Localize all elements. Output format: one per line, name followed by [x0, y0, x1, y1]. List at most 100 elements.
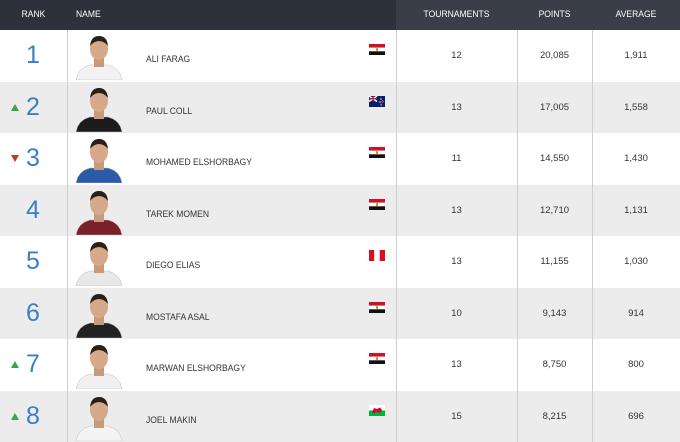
flag-band — [369, 250, 375, 261]
column-divider — [592, 339, 593, 391]
trend-arrow — [11, 361, 19, 368]
column-divider — [396, 184, 397, 236]
flag-star — [380, 103, 383, 106]
column-divider — [517, 390, 518, 442]
photo-neck — [94, 315, 104, 325]
player-photo — [75, 293, 123, 338]
column-header: POINTS — [538, 9, 571, 20]
column-divider — [396, 236, 397, 288]
column-divider — [517, 184, 518, 236]
flag-band — [369, 147, 385, 151]
trend-triangle — [11, 412, 19, 420]
tournaments-count: 15 — [451, 410, 462, 422]
photo-shoulders — [75, 322, 123, 338]
photo-hair — [90, 396, 108, 407]
column-divider — [592, 30, 593, 82]
ranking-row: 1 ALI FARAG 12 20,085 1,911 — [0, 30, 680, 82]
photo-head — [90, 244, 108, 266]
rank-number: 5 — [26, 247, 40, 275]
flag-band — [369, 301, 385, 306]
column-divider — [67, 339, 68, 391]
column-divider — [396, 133, 397, 185]
flag-union — [369, 95, 377, 101]
flag-emblem — [376, 357, 378, 360]
trend-arrow — [11, 103, 19, 111]
column-header: AVERAGE — [615, 9, 657, 20]
flag — [369, 147, 385, 158]
player-name: TAREK MOMEN — [146, 208, 210, 220]
ranking-points: 9,143 — [542, 307, 567, 319]
player-name: MOSTAFA ASAL — [146, 311, 210, 323]
flag-band — [369, 308, 385, 313]
flag-band — [369, 353, 385, 357]
flag — [369, 250, 385, 261]
tournaments-count: 10 — [451, 307, 462, 319]
flag — [369, 404, 385, 416]
flag-emblem — [376, 151, 378, 154]
column-divider — [67, 133, 68, 185]
flag-star — [380, 97, 382, 100]
points-average: 914 — [628, 307, 644, 319]
photo-head — [90, 398, 108, 421]
photo-shoulders — [75, 116, 123, 132]
column-divider — [67, 236, 68, 288]
photo-neck — [94, 418, 104, 428]
flag — [369, 44, 385, 55]
flag-band — [369, 198, 385, 203]
flag — [369, 353, 385, 364]
tournaments-count: 13 — [451, 101, 462, 113]
column-divider — [396, 287, 397, 339]
player-photo — [75, 345, 123, 389]
column-divider — [67, 390, 68, 442]
column-divider — [517, 81, 518, 133]
player-name: JOEL MAKIN — [146, 414, 197, 426]
photo-hair — [90, 293, 108, 304]
ranking-row: 4 TAREK MOMEN 13 12,710 1,131 — [0, 184, 680, 236]
player-photo — [75, 396, 123, 441]
photo-hair — [90, 87, 108, 98]
column-divider — [517, 30, 518, 82]
ranking-row: 6 MOSTAFA ASAL 10 9,143 914 — [0, 287, 680, 339]
column-divider — [517, 287, 518, 339]
rank-number: 4 — [26, 195, 40, 224]
ranking-points: 11,155 — [540, 256, 569, 267]
flag-emblem — [376, 48, 378, 51]
photo-head — [90, 89, 108, 112]
ranking-points: 8,750 — [542, 359, 567, 370]
rank-number: 2 — [26, 92, 40, 121]
column-header: NAME — [76, 9, 101, 20]
photo-head — [90, 295, 108, 318]
photo-shoulders — [75, 270, 123, 286]
flag-band — [369, 154, 385, 158]
photo-hair — [90, 139, 108, 149]
flag-emblem — [376, 202, 378, 206]
flag-star — [381, 100, 384, 102]
column-divider — [396, 30, 397, 82]
photo-shoulders — [75, 219, 123, 235]
column-divider — [592, 133, 593, 185]
column-divider — [592, 184, 593, 236]
player-name: DIEGO ELIAS — [146, 260, 201, 271]
photo-head — [90, 347, 108, 369]
flag-band — [369, 51, 385, 55]
photo-neck — [94, 264, 104, 273]
rank-number: 8 — [26, 401, 40, 430]
flag — [369, 95, 385, 107]
table-header: RANK NAME TOURNAMENTS POINTS AVERAGE — [0, 0, 680, 30]
flag-band — [369, 360, 385, 364]
column-divider — [396, 390, 397, 442]
tournaments-count: 11 — [451, 153, 462, 164]
player-photo — [75, 190, 123, 235]
flag-band — [369, 410, 385, 416]
column-divider — [592, 390, 593, 442]
column-header: RANK — [21, 9, 46, 20]
column-divider — [67, 81, 68, 133]
flag — [369, 301, 385, 313]
column-divider — [592, 81, 593, 133]
tournaments-count: 13 — [451, 359, 462, 370]
trend-triangle — [11, 361, 19, 368]
flag-band — [369, 44, 385, 48]
column-divider — [517, 133, 518, 185]
photo-shoulders — [75, 425, 123, 441]
